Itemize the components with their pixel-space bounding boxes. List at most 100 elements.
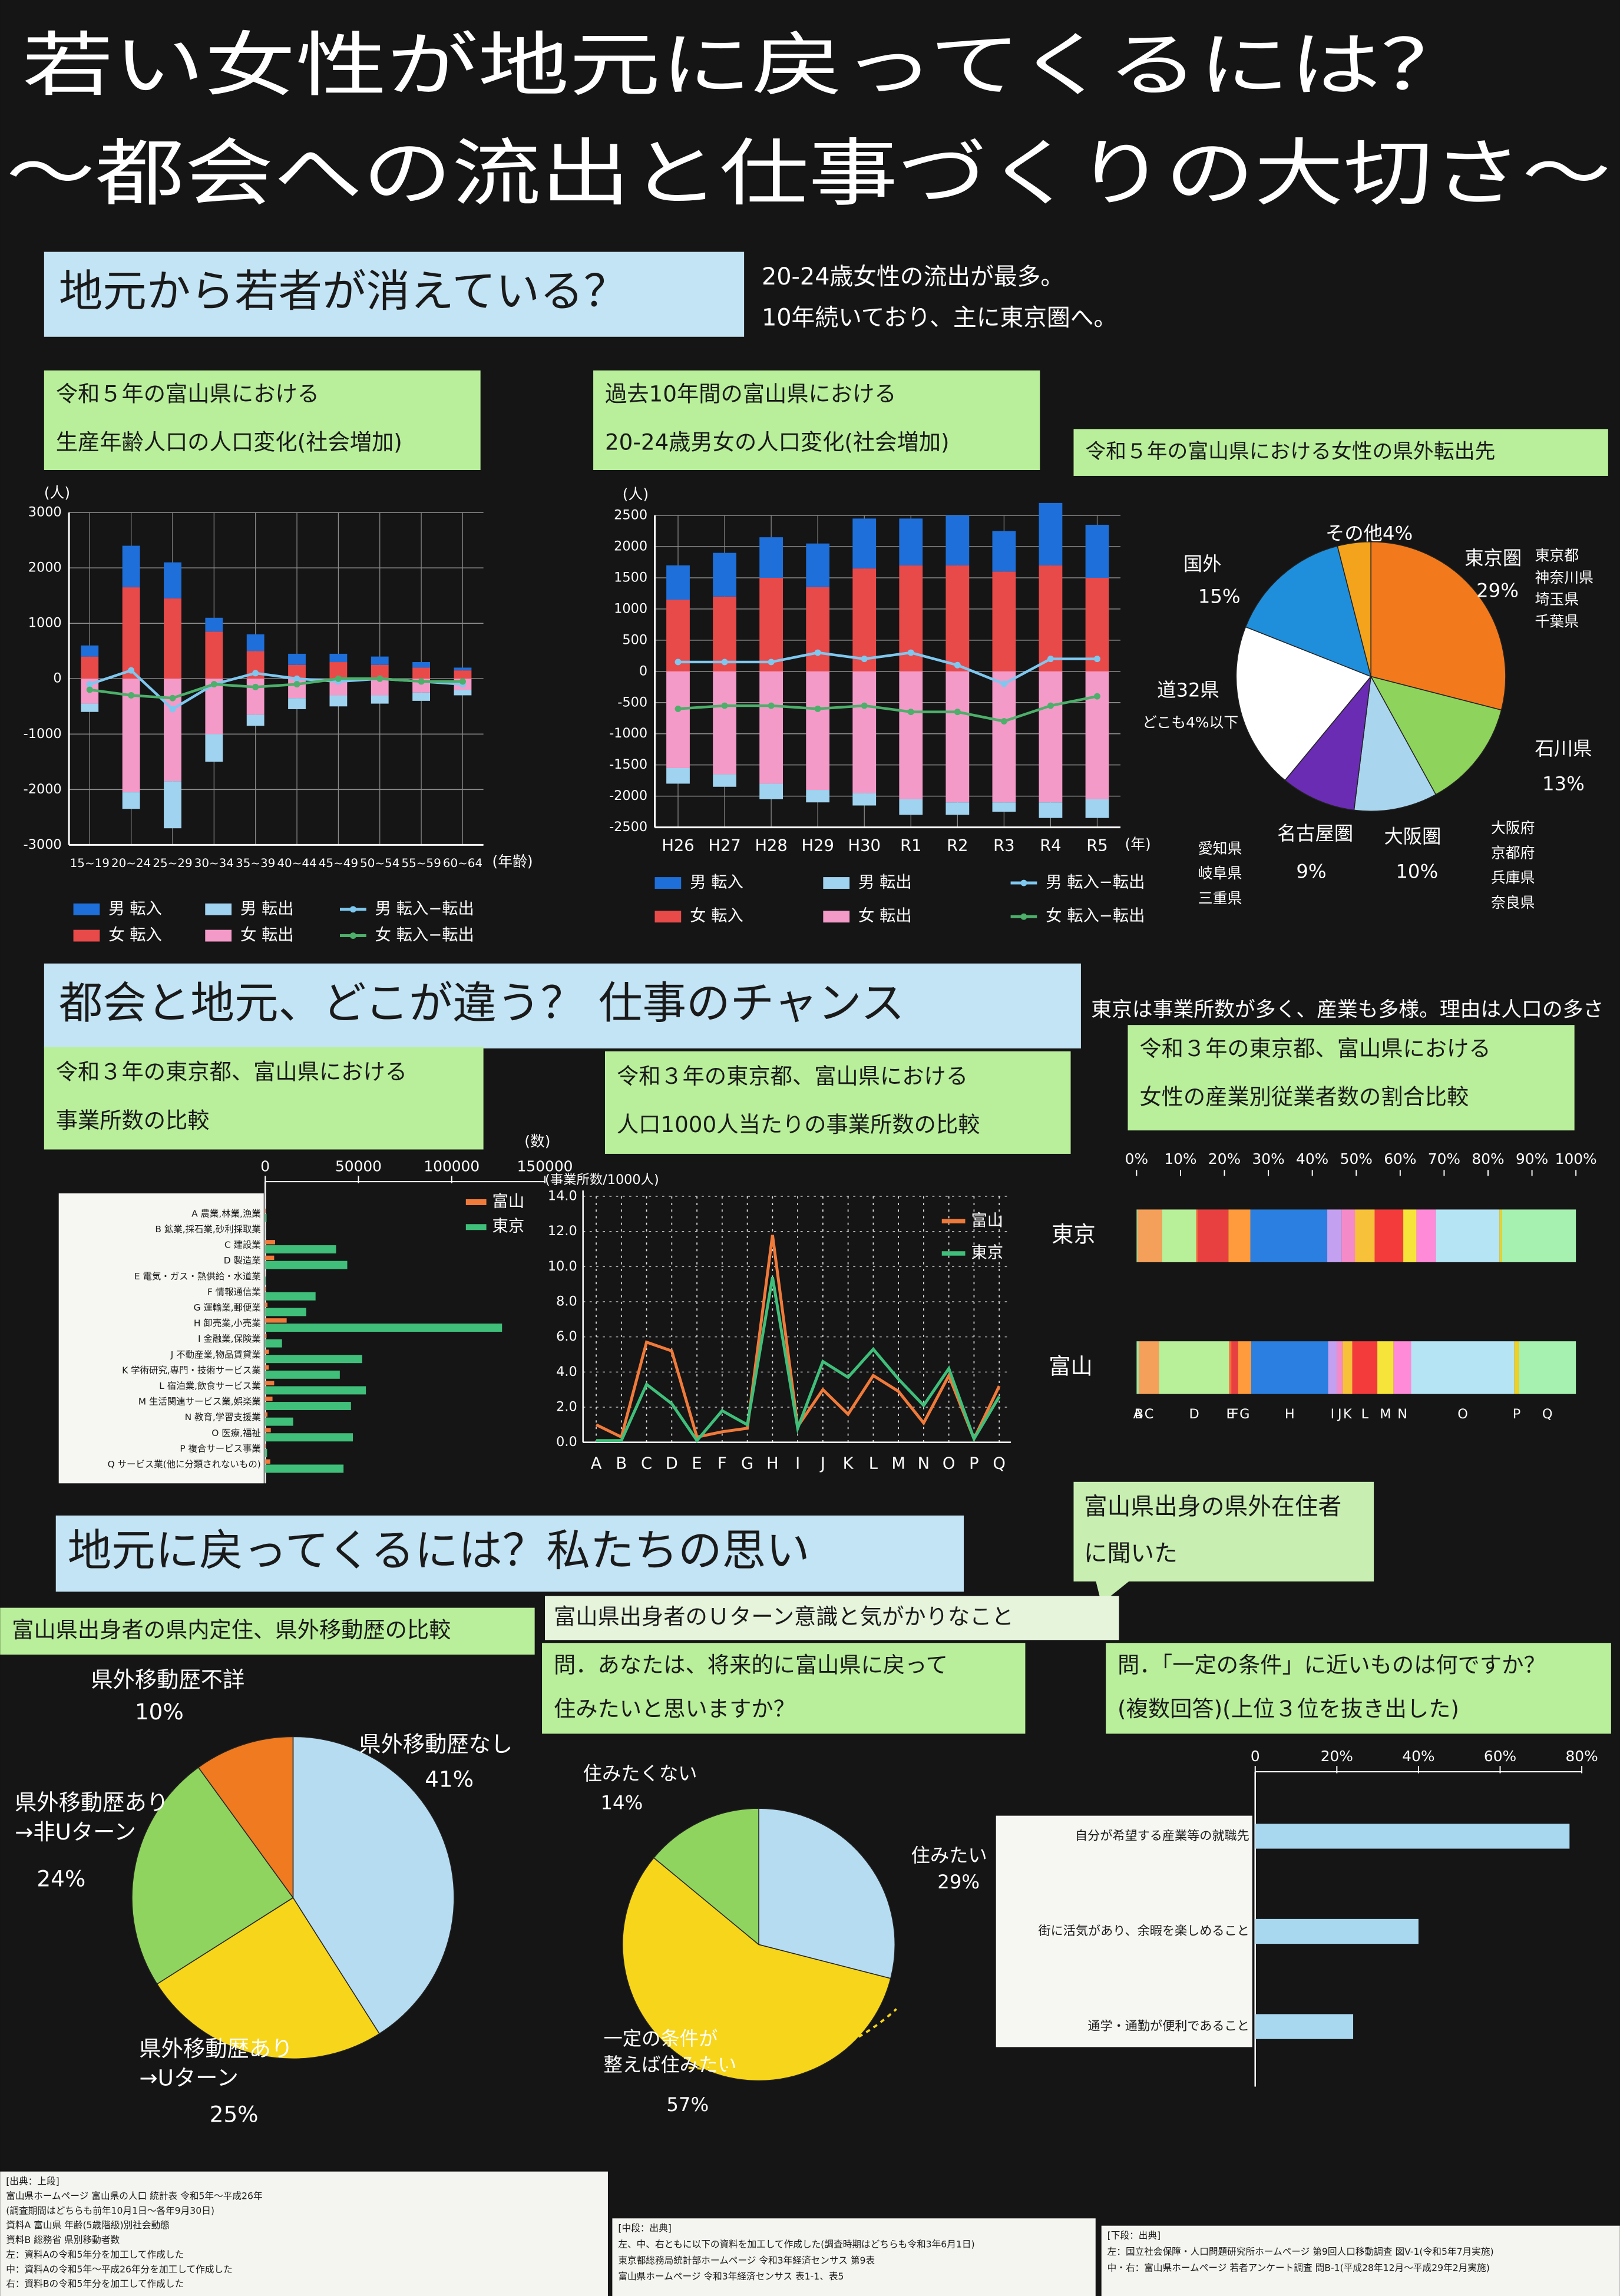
chart-title: 令和３年の東京都、富山県における — [1139, 1035, 1490, 1061]
category-label: K — [1343, 1407, 1353, 1422]
bar — [1039, 565, 1063, 671]
slice-value-label: 25% — [210, 2102, 259, 2128]
x-tick-label: H28 — [755, 836, 787, 855]
legend-swatch — [823, 911, 850, 923]
slice-label: 国外 — [1183, 553, 1222, 575]
legend-label: 女 転入 — [690, 907, 743, 925]
bar — [265, 1381, 275, 1385]
bar — [412, 662, 431, 668]
slice-value-label: 57% — [666, 2093, 709, 2116]
pie-slice — [156, 1897, 381, 2059]
slice-label: 石川県 — [1535, 737, 1592, 760]
category-label: P — [1513, 1407, 1520, 1422]
bar — [265, 1412, 268, 1417]
bar — [945, 565, 970, 671]
y-tick-label: -1000 — [24, 726, 62, 742]
bar — [713, 671, 736, 775]
x-tick-label: 20~24 — [111, 856, 151, 870]
bar — [265, 1208, 266, 1213]
line-marker — [293, 675, 300, 682]
bar — [329, 695, 348, 707]
legend-label: 女 転入−転出 — [1046, 907, 1145, 925]
bar — [992, 571, 1016, 671]
source-text: 左：資料Aの令和5年分を加工して作成した — [6, 2249, 184, 2260]
pie-slice — [1284, 675, 1372, 811]
x-tick-label: H30 — [848, 836, 881, 855]
legend-label: 富山 — [971, 1212, 1003, 1230]
x-tick-label: 100% — [1555, 1150, 1597, 1167]
x-tick-label: F — [718, 1454, 727, 1473]
category-label: B — [1135, 1407, 1143, 1422]
x-tick-label: K — [843, 1454, 854, 1473]
source-box — [0, 2171, 608, 2296]
annotation: 東京都 — [1535, 547, 1579, 564]
x-tick-label: 0% — [1125, 1150, 1148, 1167]
category-label: D 製造業 — [224, 1255, 261, 1266]
line-marker — [814, 649, 821, 656]
bar — [265, 1255, 275, 1261]
section-note: 20-24歳女性の流出が最多。 — [762, 263, 1064, 290]
annotation: 岐阜県 — [1198, 865, 1242, 882]
chart-title: 令和５年の富山県における — [56, 381, 319, 407]
bar — [265, 1276, 266, 1285]
pie-slice — [1353, 675, 1437, 812]
bar-segment — [1403, 1209, 1417, 1262]
chart-title: 人口1000人当たりの事業所数の比較 — [617, 1111, 980, 1137]
chart-title: 令和５年の富山県における女性の県外転出先 — [1085, 440, 1495, 464]
category-label: A 農業,林業,漁業 — [191, 1208, 261, 1219]
bar — [164, 679, 181, 782]
bar — [713, 553, 736, 597]
legend-swatch — [654, 911, 682, 923]
bar-segment — [1139, 1341, 1159, 1394]
section-heading: 地元から若者が消えている？ — [59, 266, 628, 317]
slice-label: 県外移動歴あり — [139, 2036, 293, 2062]
x-tick-label: 50~54 — [360, 856, 399, 870]
bar — [205, 734, 223, 762]
bar — [288, 664, 306, 679]
chart-title: 20-24歳男女の人口変化(社会増加) — [605, 429, 950, 455]
line-marker — [128, 667, 135, 674]
x-tick-label: G — [741, 1454, 753, 1473]
bar — [265, 1355, 362, 1364]
bar — [945, 802, 970, 815]
bar — [1039, 671, 1063, 803]
bar — [265, 1308, 306, 1316]
category-label: P 複合サービス事業 — [180, 1443, 260, 1454]
bar — [246, 634, 265, 651]
section-note: 東京は事業所数が多く、産業も多様。理由は人口の多さ — [1091, 998, 1604, 1021]
source-box — [612, 2218, 1096, 2296]
bar-segment — [1198, 1209, 1229, 1262]
category-label: H — [1285, 1407, 1295, 1422]
arrow — [688, 2008, 897, 2070]
chart-title: 富山県出身者の県内定住、県外移動歴の比較 — [12, 1617, 451, 1643]
slice-value-label: 13% — [1542, 772, 1585, 795]
pie-slice — [622, 1857, 891, 2082]
y-tick-label: 2000 — [28, 560, 62, 575]
bar — [1039, 802, 1063, 818]
y-tick-label: 10.0 — [548, 1259, 577, 1274]
x-tick-label: N — [918, 1454, 930, 1473]
bar — [265, 1464, 344, 1473]
y-tick-label: -1000 — [609, 726, 647, 741]
category-label: M 生活関連サービス業,娯楽業 — [138, 1397, 261, 1407]
section-note: に聞いた — [1084, 1540, 1178, 1567]
bar — [164, 598, 181, 679]
x-tick-label: 25~29 — [153, 856, 192, 870]
x-tick-label: 70% — [1428, 1150, 1460, 1167]
slice-label: 一定の条件が — [603, 2027, 718, 2050]
line-marker — [252, 670, 259, 677]
y-tick-label: 0.0 — [556, 1434, 577, 1450]
x-axis-label: (年) — [1125, 835, 1150, 852]
y-tick-label: 6.0 — [556, 1329, 577, 1344]
bar — [759, 783, 783, 799]
bar-segment — [1355, 1209, 1375, 1262]
bar — [265, 1428, 271, 1432]
line-marker — [907, 649, 914, 656]
bar — [454, 670, 472, 679]
bar — [265, 1324, 502, 1332]
slice-label: 住みたい — [911, 1844, 987, 1867]
slice-value-label: 9% — [1296, 861, 1326, 883]
y-tick-label: 2.0 — [556, 1400, 577, 1415]
bar-segment — [1159, 1341, 1229, 1394]
